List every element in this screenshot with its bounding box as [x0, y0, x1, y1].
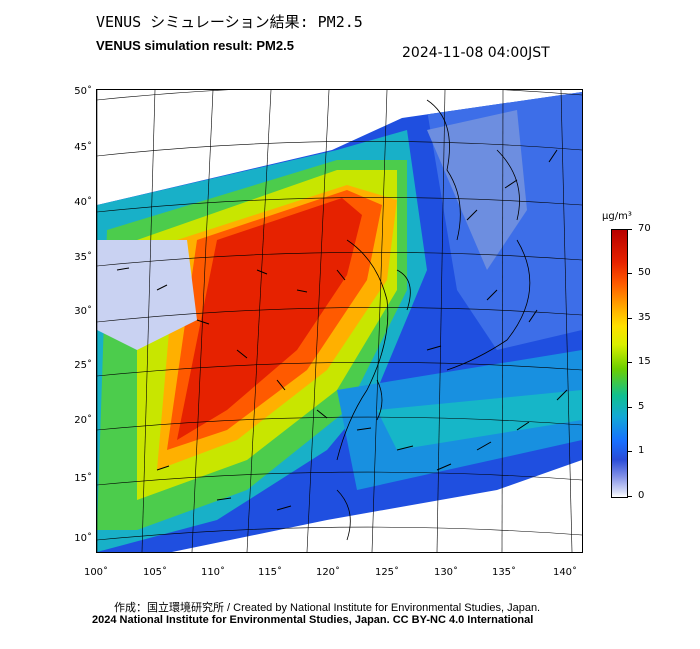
- license-line: 2024 National Institute for Environmenta…: [92, 614, 534, 626]
- lat-label-10: 10˚: [74, 533, 92, 544]
- lat-label-50: 50˚: [74, 86, 92, 97]
- coastlines: [336, 99, 531, 541]
- lon-label-115: 115˚: [257, 567, 283, 578]
- colorbar-tick: [627, 407, 632, 408]
- lat-label-30: 30˚: [74, 306, 92, 317]
- lat-label-45: 45˚: [74, 142, 92, 153]
- colorbar-label-1: 1: [638, 445, 645, 456]
- colorbar-label-50: 50: [638, 267, 651, 278]
- colorbar-tick: [627, 318, 632, 319]
- title-english: VENUS simulation result: PM2.5: [96, 38, 294, 53]
- lat-label-40: 40˚: [74, 197, 92, 208]
- credit-line: 作成：国立環境研究所 / Created by National Institu…: [114, 602, 541, 614]
- concentration-field: [97, 92, 582, 552]
- lon-label-135: 135˚: [491, 567, 517, 578]
- lat-label-15: 15˚: [74, 473, 92, 484]
- colorbar-unit: μg/m³: [602, 211, 632, 222]
- lon-label-105: 105˚: [142, 567, 168, 578]
- pm25-map-canvas: [97, 90, 582, 552]
- lon-label-120: 120˚: [315, 567, 341, 578]
- colorbar-tick: [627, 273, 632, 274]
- colorbar-label-5: 5: [638, 401, 645, 412]
- lon-label-100: 100˚: [83, 567, 109, 578]
- lon-label-140: 140˚: [552, 567, 578, 578]
- colorbar-label-15: 15: [638, 356, 651, 367]
- colorbar-tick: [627, 362, 632, 363]
- title-japanese: VENUS シミュレーション結果: PM2.5: [96, 13, 363, 31]
- colorbar-tick: [627, 496, 632, 497]
- colorbar-label-70: 70: [638, 223, 651, 234]
- colorbar-label-0: 0: [638, 490, 645, 501]
- colorbar-tick: [627, 451, 632, 452]
- colorbar: [611, 229, 628, 498]
- lon-label-110: 110˚: [200, 567, 226, 578]
- lon-label-130: 130˚: [433, 567, 459, 578]
- wind-vectors: [116, 149, 568, 511]
- forecast-timestamp: 2024-11-08 04:00JST: [402, 45, 550, 61]
- lat-label-25: 25˚: [74, 360, 92, 371]
- lon-label-125: 125˚: [374, 567, 400, 578]
- graticule: [97, 90, 582, 552]
- lat-label-35: 35˚: [74, 252, 92, 263]
- pm25-map: [96, 89, 583, 553]
- colorbar-label-35: 35: [638, 312, 651, 323]
- colorbar-tick: [627, 229, 632, 230]
- lat-label-20: 20˚: [74, 415, 92, 426]
